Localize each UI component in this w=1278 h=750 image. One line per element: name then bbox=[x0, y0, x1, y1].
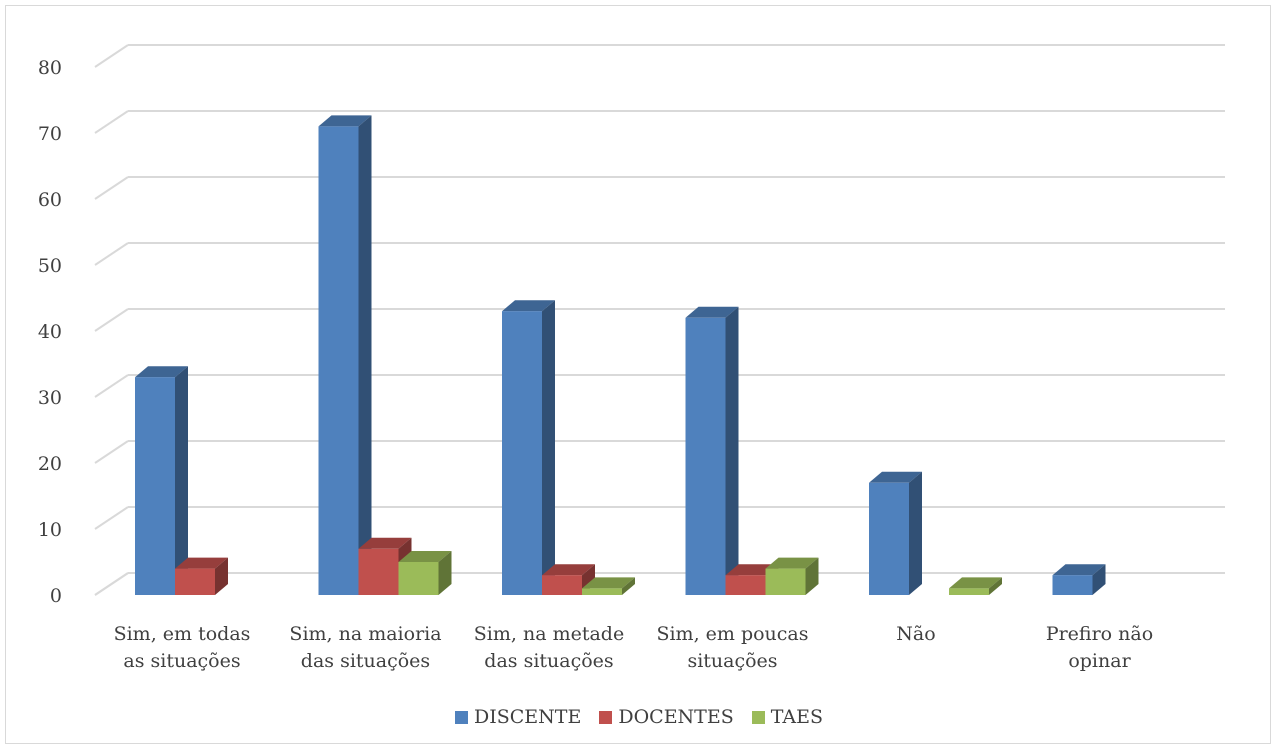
bar-side bbox=[215, 557, 228, 595]
x-category-label: Sim, em poucas situações bbox=[656, 623, 808, 672]
bar-side bbox=[1092, 564, 1106, 595]
bar-side bbox=[358, 115, 372, 596]
legend: DISCENTE DOCENTES TAES bbox=[0, 706, 1278, 728]
bar-discente-4 bbox=[869, 471, 922, 595]
bar-top bbox=[685, 306, 739, 318]
y-tick-label: 20 bbox=[38, 453, 62, 475]
legend-label: TAES bbox=[770, 706, 823, 728]
bar-front bbox=[358, 548, 399, 595]
bar-front bbox=[135, 377, 175, 595]
x-category-label: Sim, na maioria das situações bbox=[289, 623, 441, 672]
gridline-depth bbox=[94, 308, 129, 332]
bar-side bbox=[725, 306, 739, 595]
x-category-label: Sim, na metade das situações bbox=[474, 623, 624, 672]
bar-discente-5 bbox=[1052, 564, 1106, 595]
bar-front bbox=[685, 317, 726, 595]
bar-front bbox=[1052, 575, 1093, 595]
gridline-depth bbox=[94, 44, 129, 68]
bar-top bbox=[135, 366, 188, 378]
bar-side bbox=[909, 471, 922, 595]
bar-front bbox=[949, 588, 989, 595]
legend-swatch bbox=[599, 710, 613, 724]
y-tick-label: 50 bbox=[38, 255, 62, 277]
bar-side bbox=[542, 300, 555, 595]
bar-top bbox=[1052, 564, 1106, 576]
legend-label: DISCENTE bbox=[474, 706, 582, 728]
bar-front bbox=[398, 562, 439, 595]
floor-edge bbox=[94, 572, 129, 596]
bar-discente-3 bbox=[685, 306, 739, 595]
gridline-depth bbox=[94, 242, 129, 266]
x-category-label: Sim, em todas as situações bbox=[114, 623, 251, 672]
bar-taes-2 bbox=[582, 577, 635, 595]
y-tick-label: 10 bbox=[38, 519, 62, 541]
x-category-label: Não bbox=[896, 623, 935, 645]
y-tick-label: 60 bbox=[38, 189, 62, 211]
bar-top bbox=[398, 551, 452, 562]
bar-taes-4 bbox=[949, 577, 1002, 595]
bar-front bbox=[542, 575, 582, 595]
gridline-depth bbox=[94, 506, 129, 530]
bar-top bbox=[358, 537, 412, 549]
bar-side bbox=[175, 366, 188, 595]
y-tick-label: 70 bbox=[38, 123, 62, 145]
gridline-depth bbox=[94, 110, 129, 134]
bar-top bbox=[502, 300, 555, 312]
bar-top bbox=[725, 564, 779, 576]
bar-front bbox=[318, 126, 359, 596]
bar-top bbox=[582, 577, 635, 589]
bar-top bbox=[869, 471, 922, 483]
legend-item-taes: TAES bbox=[751, 706, 823, 728]
bar-top bbox=[175, 557, 228, 569]
bar-front bbox=[765, 568, 806, 595]
bar-side bbox=[438, 551, 452, 595]
bar-taes-3 bbox=[765, 557, 819, 595]
bar-discente-0 bbox=[135, 366, 188, 595]
y-tick-label: 40 bbox=[38, 321, 62, 343]
bar-front bbox=[502, 311, 542, 595]
legend-swatch bbox=[751, 710, 765, 724]
bar-side bbox=[989, 577, 1002, 595]
bar-front bbox=[175, 568, 215, 595]
bar-taes-1 bbox=[398, 551, 452, 595]
bar-discente-2 bbox=[502, 300, 555, 595]
bar-docentes-0 bbox=[175, 557, 228, 595]
bar-front bbox=[725, 575, 766, 595]
x-category-label: Prefiro não opinar bbox=[1046, 623, 1153, 672]
gridline-depth bbox=[94, 374, 129, 398]
y-tick-label: 80 bbox=[38, 57, 62, 79]
legend-label: DOCENTES bbox=[618, 706, 734, 728]
bar-side bbox=[805, 557, 819, 595]
legend-swatch bbox=[455, 710, 468, 724]
bar-top bbox=[765, 557, 819, 569]
bar-front bbox=[582, 588, 622, 595]
legend-item-docentes: DOCENTES bbox=[599, 706, 734, 728]
bar-front bbox=[869, 482, 909, 595]
y-tick-label: 30 bbox=[38, 387, 62, 409]
bar-top bbox=[949, 577, 1002, 589]
bar-top bbox=[318, 115, 372, 127]
gridline-depth bbox=[94, 440, 129, 464]
bar-discente-1 bbox=[318, 115, 372, 596]
legend-item-discente: DISCENTE bbox=[455, 706, 581, 728]
gridline-depth bbox=[94, 176, 129, 200]
y-tick-label: 0 bbox=[50, 585, 62, 607]
bar-side bbox=[622, 577, 635, 595]
bar-top bbox=[542, 564, 595, 576]
